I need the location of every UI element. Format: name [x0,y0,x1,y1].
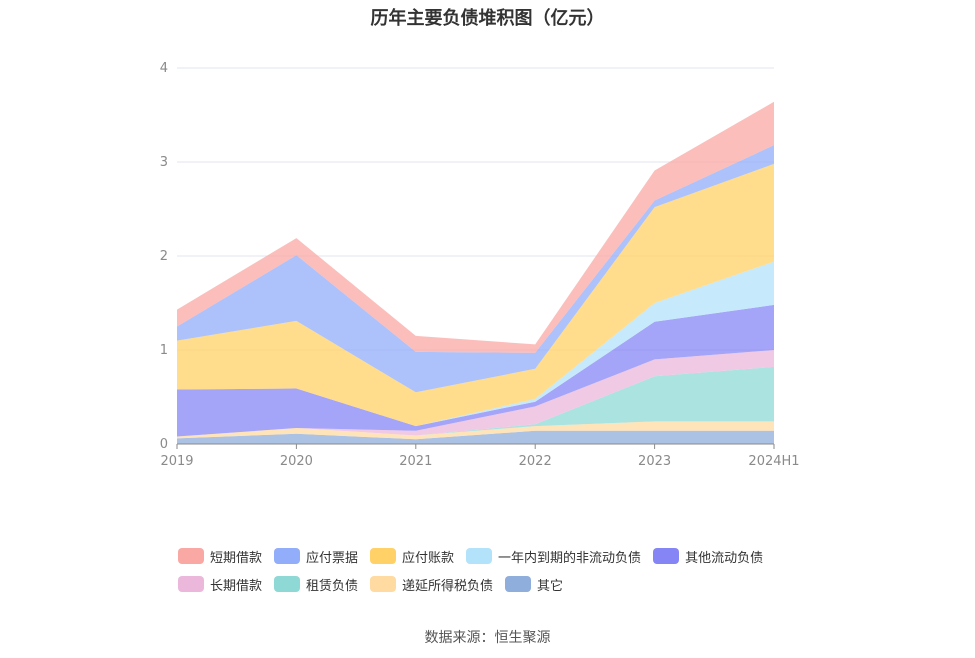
legend-item[interactable]: 应付账款 [370,547,454,566]
legend-item[interactable]: 应付票据 [274,547,358,566]
x-tick-label: 2019 [160,454,193,469]
x-tick-label: 2020 [280,454,313,469]
legend-item[interactable]: 其它 [505,575,563,594]
legend-swatch [466,548,493,564]
legend-label: 一年内到期的非流动负债 [498,550,642,566]
legend-row: 长期借款 租赁负债 递延所得税负债 其它 [178,570,818,598]
area-series-1[interactable] [177,421,774,440]
legend-label: 租赁负债 [306,578,359,594]
legend-label: 递延所得税负债 [402,578,494,594]
legend-item[interactable]: 一年内到期的非流动负债 [466,547,641,566]
legend-swatch [505,576,532,592]
legend-label: 其他流动负债 [685,550,764,566]
x-tick-label: 2023 [638,454,671,469]
legend-item[interactable]: 递延所得税负债 [370,575,493,594]
legend-swatch [178,576,204,592]
chart-canvas: 0 1 2 3 4 2019 2020 2021 2022 2023 2024H1 [160,61,800,469]
legend-item[interactable]: 其他流动负债 [653,547,763,566]
legend-swatch [274,576,301,592]
legend-label: 短期借款 [210,550,263,566]
area-series-6[interactable] [177,163,774,427]
legend-label: 应付账款 [402,550,455,566]
legend-label: 长期借款 [210,578,263,594]
y-tick-label: 0 [160,437,168,452]
y-tick-label: 2 [160,249,168,264]
area-series-4[interactable] [177,304,774,437]
x-tick-label: 2024H1 [748,454,799,469]
legend-item[interactable]: 长期借款 [178,575,262,594]
legend-row: 短期借款 应付票据 应付账款 一年内到期的非流动负债 其他流动负债 [178,542,818,570]
legend-item[interactable]: 短期借款 [178,547,262,566]
legend-label: 其它 [537,578,564,594]
area-series-2[interactable] [177,366,774,437]
area-series-3[interactable] [177,350,774,437]
legend-swatch [653,548,680,564]
y-tick-label: 3 [160,155,168,170]
area-series-7[interactable] [177,145,774,393]
legend-label: 应付票据 [306,550,359,566]
y-tick-label: 4 [160,61,168,76]
legend-swatch [274,548,301,564]
y-tick-label: 1 [160,343,168,358]
legend-swatch [370,548,397,564]
axes: 0 1 2 3 4 2019 2020 2021 2022 2023 2024H1 [160,61,800,469]
legend-swatch [370,576,397,592]
legend-swatch [178,548,204,564]
x-tick-label: 2021 [399,454,432,469]
stacked-areas [177,101,774,444]
chart-title: 历年主要负债堆积图（亿元） [370,8,605,29]
area-series-0[interactable] [177,430,774,444]
x-tick-label: 2022 [519,454,552,469]
source-note: 数据来源：恒生聚源 [424,630,551,646]
legend: 短期借款 应付票据 应付账款 一年内到期的非流动负债 其他流动负债 长期借款 租赁负债 递延… [178,542,818,598]
legend-item[interactable]: 租赁负债 [274,575,358,594]
